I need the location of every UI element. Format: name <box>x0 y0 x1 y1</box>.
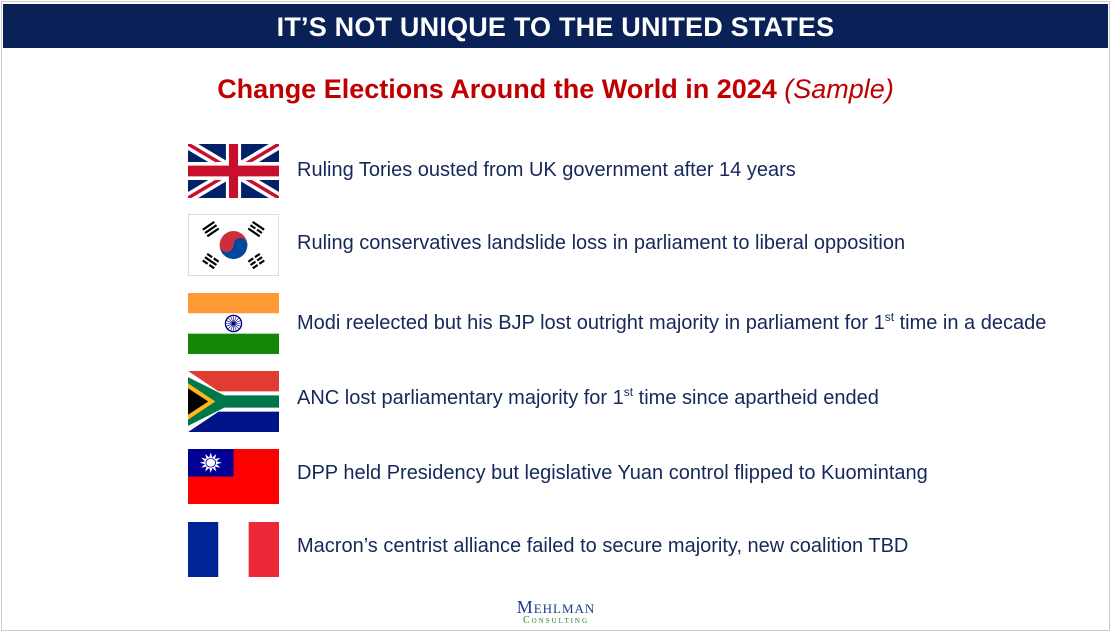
south-africa-flag-icon <box>188 371 279 432</box>
title-sample: (Sample) <box>784 74 894 104</box>
taiwan-flag-icon <box>188 449 279 504</box>
mehlman-consulting-logo: Mehlman Consulting <box>513 598 599 626</box>
logo-line-2: Consulting <box>522 615 590 626</box>
header-banner: IT’S NOT UNIQUE TO THE UNITED STATES <box>3 4 1108 48</box>
row-text-superscript: st <box>623 385 634 399</box>
row-text: ANC lost parliamentary majority for 1st … <box>297 385 879 410</box>
row-text: Ruling conservatives landslide loss in p… <box>297 232 906 254</box>
uk-flag-icon <box>188 144 279 198</box>
row-text-main: Modi reelected but his BJP lost outright… <box>297 312 885 334</box>
row-text-superscript: st <box>884 310 895 324</box>
row-text: Macron’s centrist alliance failed to sec… <box>297 535 909 557</box>
row-text-tail: time in a decade <box>894 312 1047 334</box>
row-text: DPP held Presidency but legislative Yuan… <box>297 462 928 484</box>
row-text-tail: time since apartheid ended <box>633 387 879 409</box>
india-flag-icon <box>188 293 279 354</box>
title-main: Change Elections Around the World in 202… <box>217 74 777 104</box>
logo-line-1: Mehlman <box>516 597 596 617</box>
france-flag-icon <box>188 522 279 577</box>
south-korea-flag-icon <box>188 214 279 276</box>
row-text: Ruling Tories ousted from UK government … <box>297 159 796 181</box>
slide-title: Change Elections Around the World in 202… <box>0 74 1111 105</box>
row-text-main: ANC lost parliamentary majority for 1 <box>297 387 624 409</box>
row-text: Modi reelected but his BJP lost outright… <box>297 310 1047 335</box>
